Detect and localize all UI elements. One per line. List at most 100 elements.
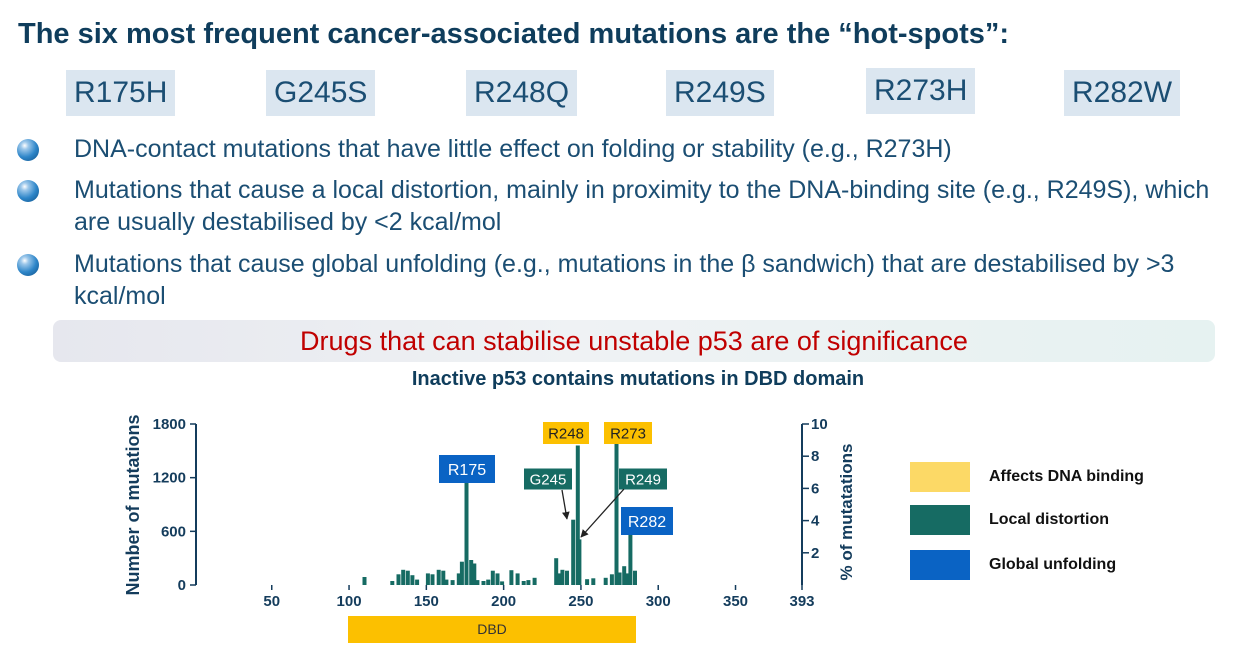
y-tick-label: 1200 — [153, 470, 186, 487]
bar — [557, 573, 562, 585]
legend-label: Global unfolding — [989, 556, 1117, 573]
annotation-label: R273 — [610, 425, 646, 442]
bar — [456, 573, 461, 585]
bar — [396, 574, 401, 585]
annotation-arrow — [580, 488, 625, 538]
bar — [500, 581, 505, 585]
annotation-label: R249 — [625, 471, 661, 488]
y-right-tick-label: 10 — [811, 416, 828, 433]
annotation-box — [604, 422, 652, 444]
bar — [495, 573, 500, 585]
bar — [622, 566, 627, 585]
bullet-text: Mutations that cause a local distortion,… — [74, 176, 1210, 236]
bar — [464, 482, 469, 585]
annotation-box — [439, 455, 495, 483]
legend-swatch — [910, 550, 970, 580]
hotspot-chip: R175H — [66, 70, 176, 116]
bar — [603, 577, 608, 585]
bar — [633, 570, 637, 585]
bar — [459, 561, 464, 585]
bar — [425, 573, 430, 585]
bar — [472, 563, 477, 585]
bar — [560, 569, 565, 585]
bar — [415, 579, 420, 585]
bar — [554, 558, 559, 585]
bar — [450, 580, 455, 585]
y-tick-label: 600 — [161, 523, 186, 540]
bar — [515, 573, 520, 585]
bullet-text: Mutations that cause global unfolding (e… — [74, 250, 1175, 310]
bar — [509, 570, 514, 585]
annotation-box — [619, 468, 667, 490]
bar — [625, 573, 630, 585]
hotspot-chip: R282W — [1064, 70, 1181, 116]
annotation-label: G245 — [530, 471, 567, 488]
bar — [410, 575, 415, 585]
x-tick-label: 393 — [789, 593, 814, 610]
annotation-box — [621, 507, 673, 535]
bar — [430, 574, 435, 585]
y-axis-label: Number of mutations — [123, 414, 143, 595]
bar — [617, 572, 622, 585]
annotation-label: R175 — [448, 462, 486, 479]
x-tick-label: 50 — [263, 593, 280, 610]
bullet-icon — [17, 139, 39, 161]
y-right-tick-label: 6 — [811, 480, 819, 497]
bar — [469, 560, 474, 585]
bar — [390, 581, 395, 585]
bullet-icon — [17, 254, 39, 276]
x-tick-label: 200 — [491, 593, 516, 610]
y-tick-label: 0 — [178, 577, 186, 594]
bar — [577, 539, 582, 585]
x-tick-label: 100 — [337, 593, 362, 610]
bar — [486, 579, 491, 585]
x-tick-label: 350 — [723, 593, 748, 610]
annotation-label: R282 — [628, 514, 666, 531]
bar — [441, 570, 446, 585]
annotation-box — [543, 422, 589, 444]
bar — [628, 534, 633, 585]
bar — [526, 580, 531, 585]
bar — [436, 569, 441, 585]
bar — [609, 574, 614, 585]
bar — [490, 570, 495, 585]
x-tick-label: 150 — [414, 593, 439, 610]
bar — [591, 578, 596, 585]
bar — [614, 443, 619, 585]
bar — [401, 569, 406, 585]
bar — [475, 580, 480, 585]
legend-label: Affects DNA binding — [989, 468, 1144, 485]
bar — [532, 577, 537, 585]
bullet-text: DNA-contact mutations that have little e… — [74, 135, 952, 163]
annotation-box — [524, 468, 572, 490]
legend-swatch — [910, 462, 970, 492]
bullet-icon — [17, 180, 39, 202]
y-right-tick-label: 2 — [811, 545, 819, 562]
hotspot-chip: R273H — [866, 68, 976, 114]
x-tick-label: 300 — [646, 593, 671, 610]
bar — [571, 519, 576, 585]
legend-label: Local distortion — [989, 511, 1109, 528]
slide-title: The six most frequent cancer-associated … — [18, 18, 1010, 50]
chart-title: Inactive p53 contains mutations in DBD d… — [411, 368, 865, 390]
annotation-label: R248 — [548, 425, 584, 442]
hotspot-chip: G245S — [266, 70, 376, 116]
bar — [362, 577, 367, 585]
y-right-tick-label: 4 — [811, 513, 820, 530]
hotspot-chip: R248Q — [466, 70, 578, 116]
y-tick-label: 1800 — [153, 416, 186, 433]
x-tick-label: 250 — [568, 593, 593, 610]
y-right-tick-label: 8 — [811, 448, 819, 465]
bar — [481, 581, 486, 585]
y-right-axis-label: % of mutatations — [837, 444, 856, 581]
significance-banner: Drugs that can stabilise unstable p53 ar… — [53, 320, 1215, 362]
bar — [405, 570, 410, 585]
dbd-domain-bar: DBD — [348, 616, 636, 643]
bar — [444, 579, 449, 585]
legend-swatch — [910, 505, 970, 535]
bar — [585, 579, 590, 585]
bar — [575, 445, 580, 585]
bar — [521, 581, 526, 585]
hotspot-chip: R249S — [666, 70, 774, 116]
